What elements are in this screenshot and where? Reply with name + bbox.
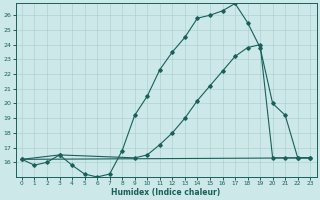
X-axis label: Humidex (Indice chaleur): Humidex (Indice chaleur) bbox=[111, 188, 221, 197]
